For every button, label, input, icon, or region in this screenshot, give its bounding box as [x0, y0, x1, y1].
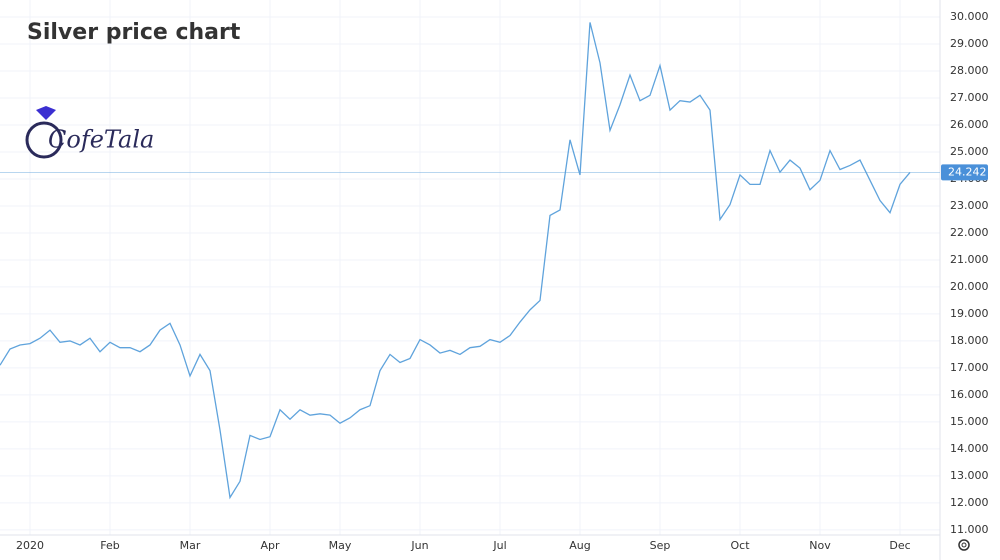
y-tick-label: 22.000	[950, 226, 989, 239]
y-tick-label: 13.000	[950, 469, 989, 482]
gear[interactable]	[958, 539, 970, 551]
x-tick-label: Oct	[730, 539, 750, 552]
price-line	[0, 22, 911, 500]
x-tick-label: May	[329, 539, 352, 552]
x-tick-label: Aug	[569, 539, 590, 552]
last-price-tag	[941, 164, 988, 181]
last-price-label: 24.242	[948, 165, 987, 178]
y-tick-label: 21.000	[950, 253, 989, 266]
logo-text: CofeTala	[48, 126, 154, 154]
x-tick-label: Jul	[492, 539, 506, 552]
y-tick-label: 26.000	[950, 118, 989, 131]
chart-title: Silver price chart	[27, 20, 241, 45]
y-tick-label: 19.000	[950, 307, 989, 320]
y-tick-label: 28.000	[950, 64, 989, 77]
grid	[0, 0, 940, 535]
y-tick-label: 20.000	[950, 280, 989, 293]
x-tick-label: Nov	[809, 539, 831, 552]
logo-gem	[36, 106, 56, 120]
gear-hub	[961, 542, 967, 548]
y-tick-label: 27.000	[950, 91, 989, 104]
x-tick-label: Apr	[260, 539, 280, 552]
y-tick-label: 11.000	[950, 523, 989, 536]
settings-icon[interactable]	[958, 539, 970, 551]
y-tick-label: 23.000	[950, 199, 989, 212]
y-tick-label: 16.000	[950, 388, 989, 401]
x-tick-label: Jun	[410, 539, 428, 552]
y-tick-label: 15.000	[950, 415, 989, 428]
y-tick-label: 14.000	[950, 442, 989, 455]
x-tick-label: 2020	[16, 539, 44, 552]
y-tick-label: 25.000	[950, 145, 989, 158]
y-tick-label: 12.000	[950, 496, 989, 509]
y-tick-label: 29.000	[950, 37, 989, 50]
logo-ring	[25, 121, 63, 159]
y-tick-label: 30.000	[950, 10, 989, 23]
x-tick-label: Feb	[100, 539, 119, 552]
x-tick-label: Mar	[180, 539, 201, 552]
y-tick-label: 17.000	[950, 361, 989, 374]
x-tick-label: Dec	[889, 539, 910, 552]
x-tick-label: Sep	[650, 539, 671, 552]
y-tick-label: 18.000	[950, 334, 989, 347]
logo: CofeTala	[25, 106, 154, 159]
